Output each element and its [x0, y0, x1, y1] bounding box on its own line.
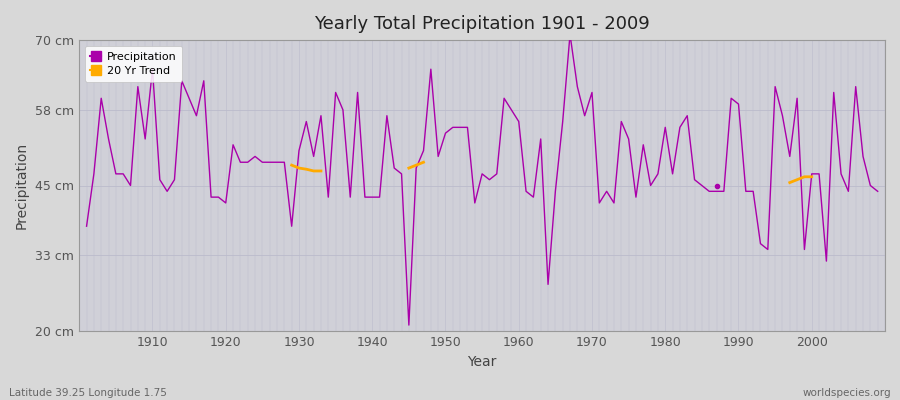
- Text: worldspecies.org: worldspecies.org: [803, 388, 891, 398]
- Text: Latitude 39.25 Longitude 1.75: Latitude 39.25 Longitude 1.75: [9, 388, 166, 398]
- Title: Yearly Total Precipitation 1901 - 2009: Yearly Total Precipitation 1901 - 2009: [314, 15, 650, 33]
- Legend: Precipitation, 20 Yr Trend: Precipitation, 20 Yr Trend: [85, 46, 183, 82]
- X-axis label: Year: Year: [467, 355, 497, 369]
- Y-axis label: Precipitation: Precipitation: [15, 142, 29, 229]
